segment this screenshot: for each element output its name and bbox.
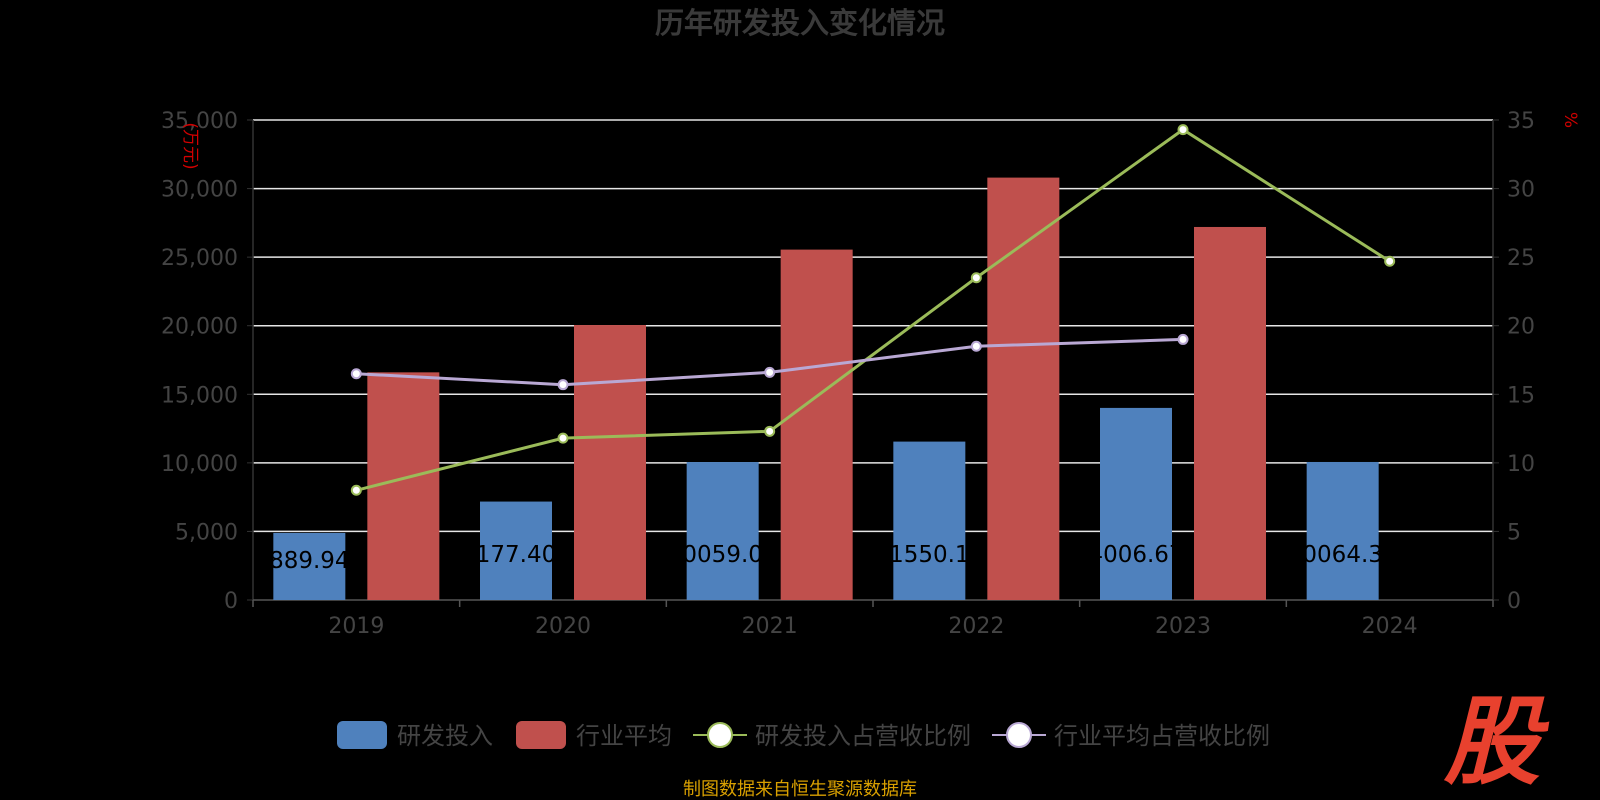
bar-value-label: 4006.67 (1088, 542, 1183, 568)
x-tick-label: 2020 (535, 614, 591, 639)
line-point (970, 340, 982, 352)
axes: 0 5,000 10,000 15,000 20,000 25,000 30,000 35,0… (161, 109, 1535, 639)
bar (480, 501, 552, 600)
bars (273, 177, 1379, 600)
legend-label: 行业平均占营收比例 (1054, 722, 1270, 750)
x-tick-label: 2019 (328, 614, 384, 639)
y-right-tick-label: 25 (1507, 246, 1535, 271)
bar (1100, 407, 1172, 600)
line-point (764, 425, 776, 437)
series-line (355, 127, 1391, 492)
y-right-tick-label: 35 (1507, 109, 1535, 134)
y-right-tick-label: 20 (1507, 315, 1535, 340)
lines (350, 124, 1396, 496)
y-right-tick-label: 10 (1507, 452, 1535, 477)
legend-label: 行业平均 (576, 722, 672, 750)
y-left-tick-label: 0 (224, 589, 238, 614)
y-left-tick-label: 10,000 (161, 452, 238, 477)
y-right-tick-label: 30 (1507, 178, 1535, 203)
bar (686, 462, 759, 600)
y-left-tick-label: 35,000 (161, 109, 238, 134)
legend-swatch (337, 721, 387, 749)
bar (893, 441, 966, 600)
bar-value-label: 177.40 (476, 542, 556, 568)
legend-swatch (707, 722, 733, 748)
bar-labels: 889.94 177.40 10059.06 1550.1 4006.67 10064.3… (269, 542, 1397, 574)
bar-value-label: 1550.1 (889, 542, 969, 568)
line-point (350, 368, 362, 380)
line-point (764, 366, 776, 378)
y-left-tick-label: 15,000 (161, 383, 238, 408)
y-left-tick-label: 30,000 (161, 178, 238, 203)
x-tick-label: 2024 (1362, 614, 1418, 639)
x-tick-label: 2023 (1155, 614, 1211, 639)
line-point (970, 272, 982, 284)
x-tick-label: 2022 (948, 614, 1004, 639)
brand-logo: 股 (1443, 686, 1550, 798)
bar (1306, 461, 1379, 600)
bar-value-label: 10064.35 (1288, 542, 1398, 568)
y-right-tick-label: 5 (1507, 520, 1521, 545)
legend-label: 研发投入 (397, 722, 493, 750)
line-point (1384, 255, 1396, 267)
y-left-tick-label: 5,000 (175, 520, 238, 545)
bar (1194, 226, 1266, 600)
line-point (557, 379, 569, 391)
y-right-unit: % (1560, 112, 1580, 128)
legend: 研发投入 行业平均 研发投入占营收比例 行业平均占营收比例 (337, 721, 1270, 750)
line-point (1177, 333, 1189, 345)
y-left-tick-label: 25,000 (161, 246, 238, 271)
bar-value-label: 10059.06 (668, 542, 778, 568)
data-source: 制图数据来自恒生聚源数据库 (683, 779, 917, 800)
bar (780, 249, 853, 600)
line-point (1177, 124, 1189, 136)
y-right-tick-label: 15 (1507, 383, 1535, 408)
y-right-tick-label: 0 (1507, 589, 1521, 614)
bar-value-label: 889.94 (269, 548, 349, 574)
y-left-tick-label: 20,000 (161, 315, 238, 340)
bar (987, 177, 1060, 600)
legend-swatch (516, 721, 566, 749)
legend-label: 研发投入占营收比例 (755, 722, 971, 750)
x-tick-label: 2021 (742, 614, 798, 639)
legend-swatch (1006, 722, 1032, 748)
line-point (557, 432, 569, 444)
bar (574, 325, 646, 600)
chart-title: 历年研发投入变化情况 (655, 6, 945, 40)
line-point (350, 484, 362, 496)
bar (273, 532, 346, 600)
bar (367, 372, 440, 600)
y-left-unit: (万元) (180, 122, 200, 169)
